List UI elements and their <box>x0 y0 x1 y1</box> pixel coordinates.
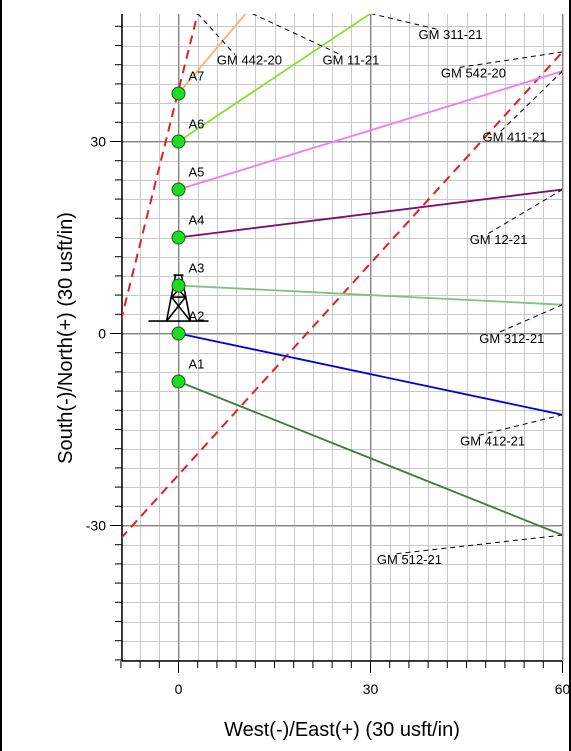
well-marker <box>171 134 186 149</box>
well-label: A2 <box>189 309 205 324</box>
callout-leader <box>487 189 562 235</box>
callout-label: GM 311-21 <box>419 27 483 42</box>
trajectory-line <box>178 284 562 306</box>
callout-label: GM 512-21 <box>377 552 442 567</box>
trajectory-line <box>177 14 247 95</box>
well-label: A5 <box>189 165 205 180</box>
ticks <box>110 25 563 673</box>
callout-leader <box>197 14 236 56</box>
callout-leader <box>370 14 437 30</box>
callout-label: GM 542-20 <box>441 66 506 81</box>
x-tick-label: 0 <box>175 681 183 697</box>
y-axis-title: South(-)/North(+) (30 usft/in) <box>55 212 77 464</box>
callout-label: GM 11-21 <box>323 53 380 68</box>
well-label: A3 <box>189 261 205 276</box>
x-tick-label: 60 <box>555 681 571 697</box>
lease-line <box>122 14 199 321</box>
x-tick-label: 30 <box>363 681 379 697</box>
well-marker <box>171 326 186 341</box>
y-tick-label: -30 <box>86 518 106 534</box>
callout-label: GM 412-21 <box>460 434 525 449</box>
well-label: A4 <box>189 213 205 228</box>
well-marker <box>171 230 186 245</box>
callout-leader <box>497 304 562 334</box>
trajectory-line <box>178 332 562 416</box>
lease-line <box>122 51 562 539</box>
trajectory-line <box>178 380 562 536</box>
well-marker <box>171 374 186 389</box>
major-grid <box>122 14 563 661</box>
callout-leader <box>251 14 341 56</box>
callout-label: GM 12-21 <box>470 232 528 247</box>
plot-area: GM 442-20 GM 11-21 GM 311-21 GM 542-20 GM 41… <box>122 14 562 567</box>
callout-leader <box>500 70 562 132</box>
well-marker <box>171 278 186 293</box>
well-marker <box>171 86 186 101</box>
callout-label: GM 312-21 <box>479 331 544 346</box>
well-label: A7 <box>189 69 205 84</box>
trajectory-line <box>178 188 562 239</box>
well-marker <box>171 182 186 197</box>
x-axis-title: West(-)/East(+) (30 usft/in) <box>224 719 460 741</box>
trajectory-line <box>178 70 562 191</box>
callout-label: GM 411-21 <box>483 130 547 145</box>
callout-leader <box>477 414 562 436</box>
well-label: A6 <box>189 117 205 132</box>
y-tick-label: 30 <box>90 134 106 150</box>
trajectory-line <box>178 14 371 143</box>
grid <box>121 14 564 661</box>
well-label: A1 <box>189 357 205 372</box>
callout-label: GM 442-20 <box>217 53 282 68</box>
callout-leader <box>394 534 562 555</box>
y-tick-label: 0 <box>98 326 106 342</box>
